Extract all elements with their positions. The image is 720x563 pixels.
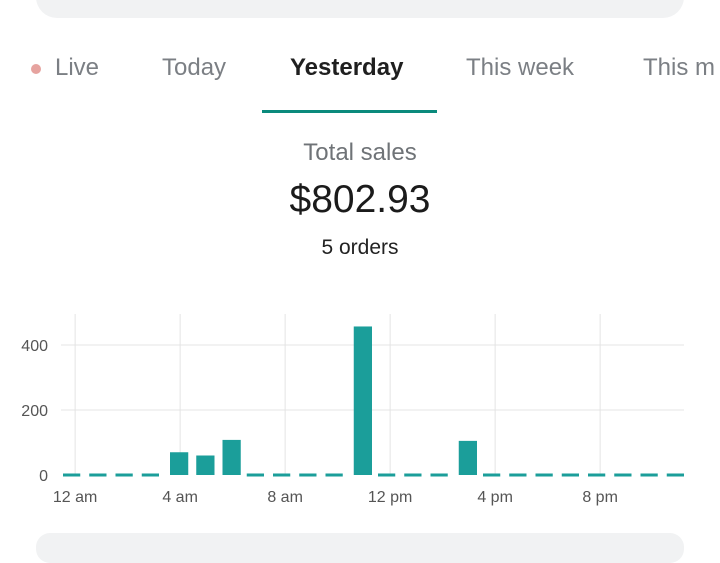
sales-bar-chart: 0 200 400 12 am 4 am 8 am 12 pm 4 pm 8 pm: [21, 314, 684, 506]
total-sales-label: Total sales: [303, 139, 417, 166]
bar[interactable]: [196, 455, 215, 476]
bar[interactable]: [222, 439, 241, 475]
bottom-card: [36, 533, 684, 563]
bar-zero: [509, 473, 527, 477]
live-dot-icon: [31, 64, 41, 74]
bar-zero: [115, 473, 133, 477]
bar-zero: [89, 473, 107, 477]
tab-live[interactable]: Live: [55, 54, 100, 81]
bar-zero: [63, 473, 81, 477]
bar-zero: [378, 473, 396, 477]
tab-this-week[interactable]: This week: [466, 54, 575, 81]
bar-zero: [325, 473, 343, 477]
y-tick-label: 0: [39, 468, 48, 485]
tab-today[interactable]: Today: [162, 54, 227, 81]
bar[interactable]: [170, 452, 189, 475]
bar-zero: [614, 473, 632, 477]
x-tick-label: 12 am: [53, 489, 97, 506]
bar-zero: [299, 473, 317, 477]
orders-count: 5 orders: [321, 236, 399, 259]
y-tick-label: 400: [21, 338, 48, 355]
bar-zero: [430, 473, 448, 477]
tab-yesterday[interactable]: Yesterday: [290, 54, 404, 81]
bar[interactable]: [458, 440, 477, 475]
x-tick-label: 8 pm: [582, 489, 618, 506]
bar-zero: [483, 473, 501, 477]
active-tab-indicator: [262, 110, 437, 113]
tab-this-month[interactable]: This m: [643, 54, 715, 81]
bar-zero: [640, 473, 658, 477]
bar-zero: [273, 473, 291, 477]
bar-zero: [561, 473, 579, 477]
bar-zero: [141, 473, 159, 477]
bar[interactable]: [353, 326, 372, 475]
total-sales-value: $802.93: [289, 178, 431, 221]
bar-zero: [535, 473, 553, 477]
bar-zero: [666, 473, 684, 477]
y-tick-label: 200: [21, 403, 48, 420]
bar-zero: [246, 473, 264, 477]
x-tick-label: 4 am: [162, 489, 198, 506]
bar-zero: [588, 473, 606, 477]
x-tick-label: 4 pm: [477, 489, 513, 506]
x-tick-label: 8 am: [267, 489, 303, 506]
period-tabs: Live Today Yesterday This week This m: [0, 40, 720, 114]
bar-zero: [404, 473, 422, 477]
top-card: [36, 0, 684, 18]
x-tick-label: 12 pm: [368, 489, 412, 506]
